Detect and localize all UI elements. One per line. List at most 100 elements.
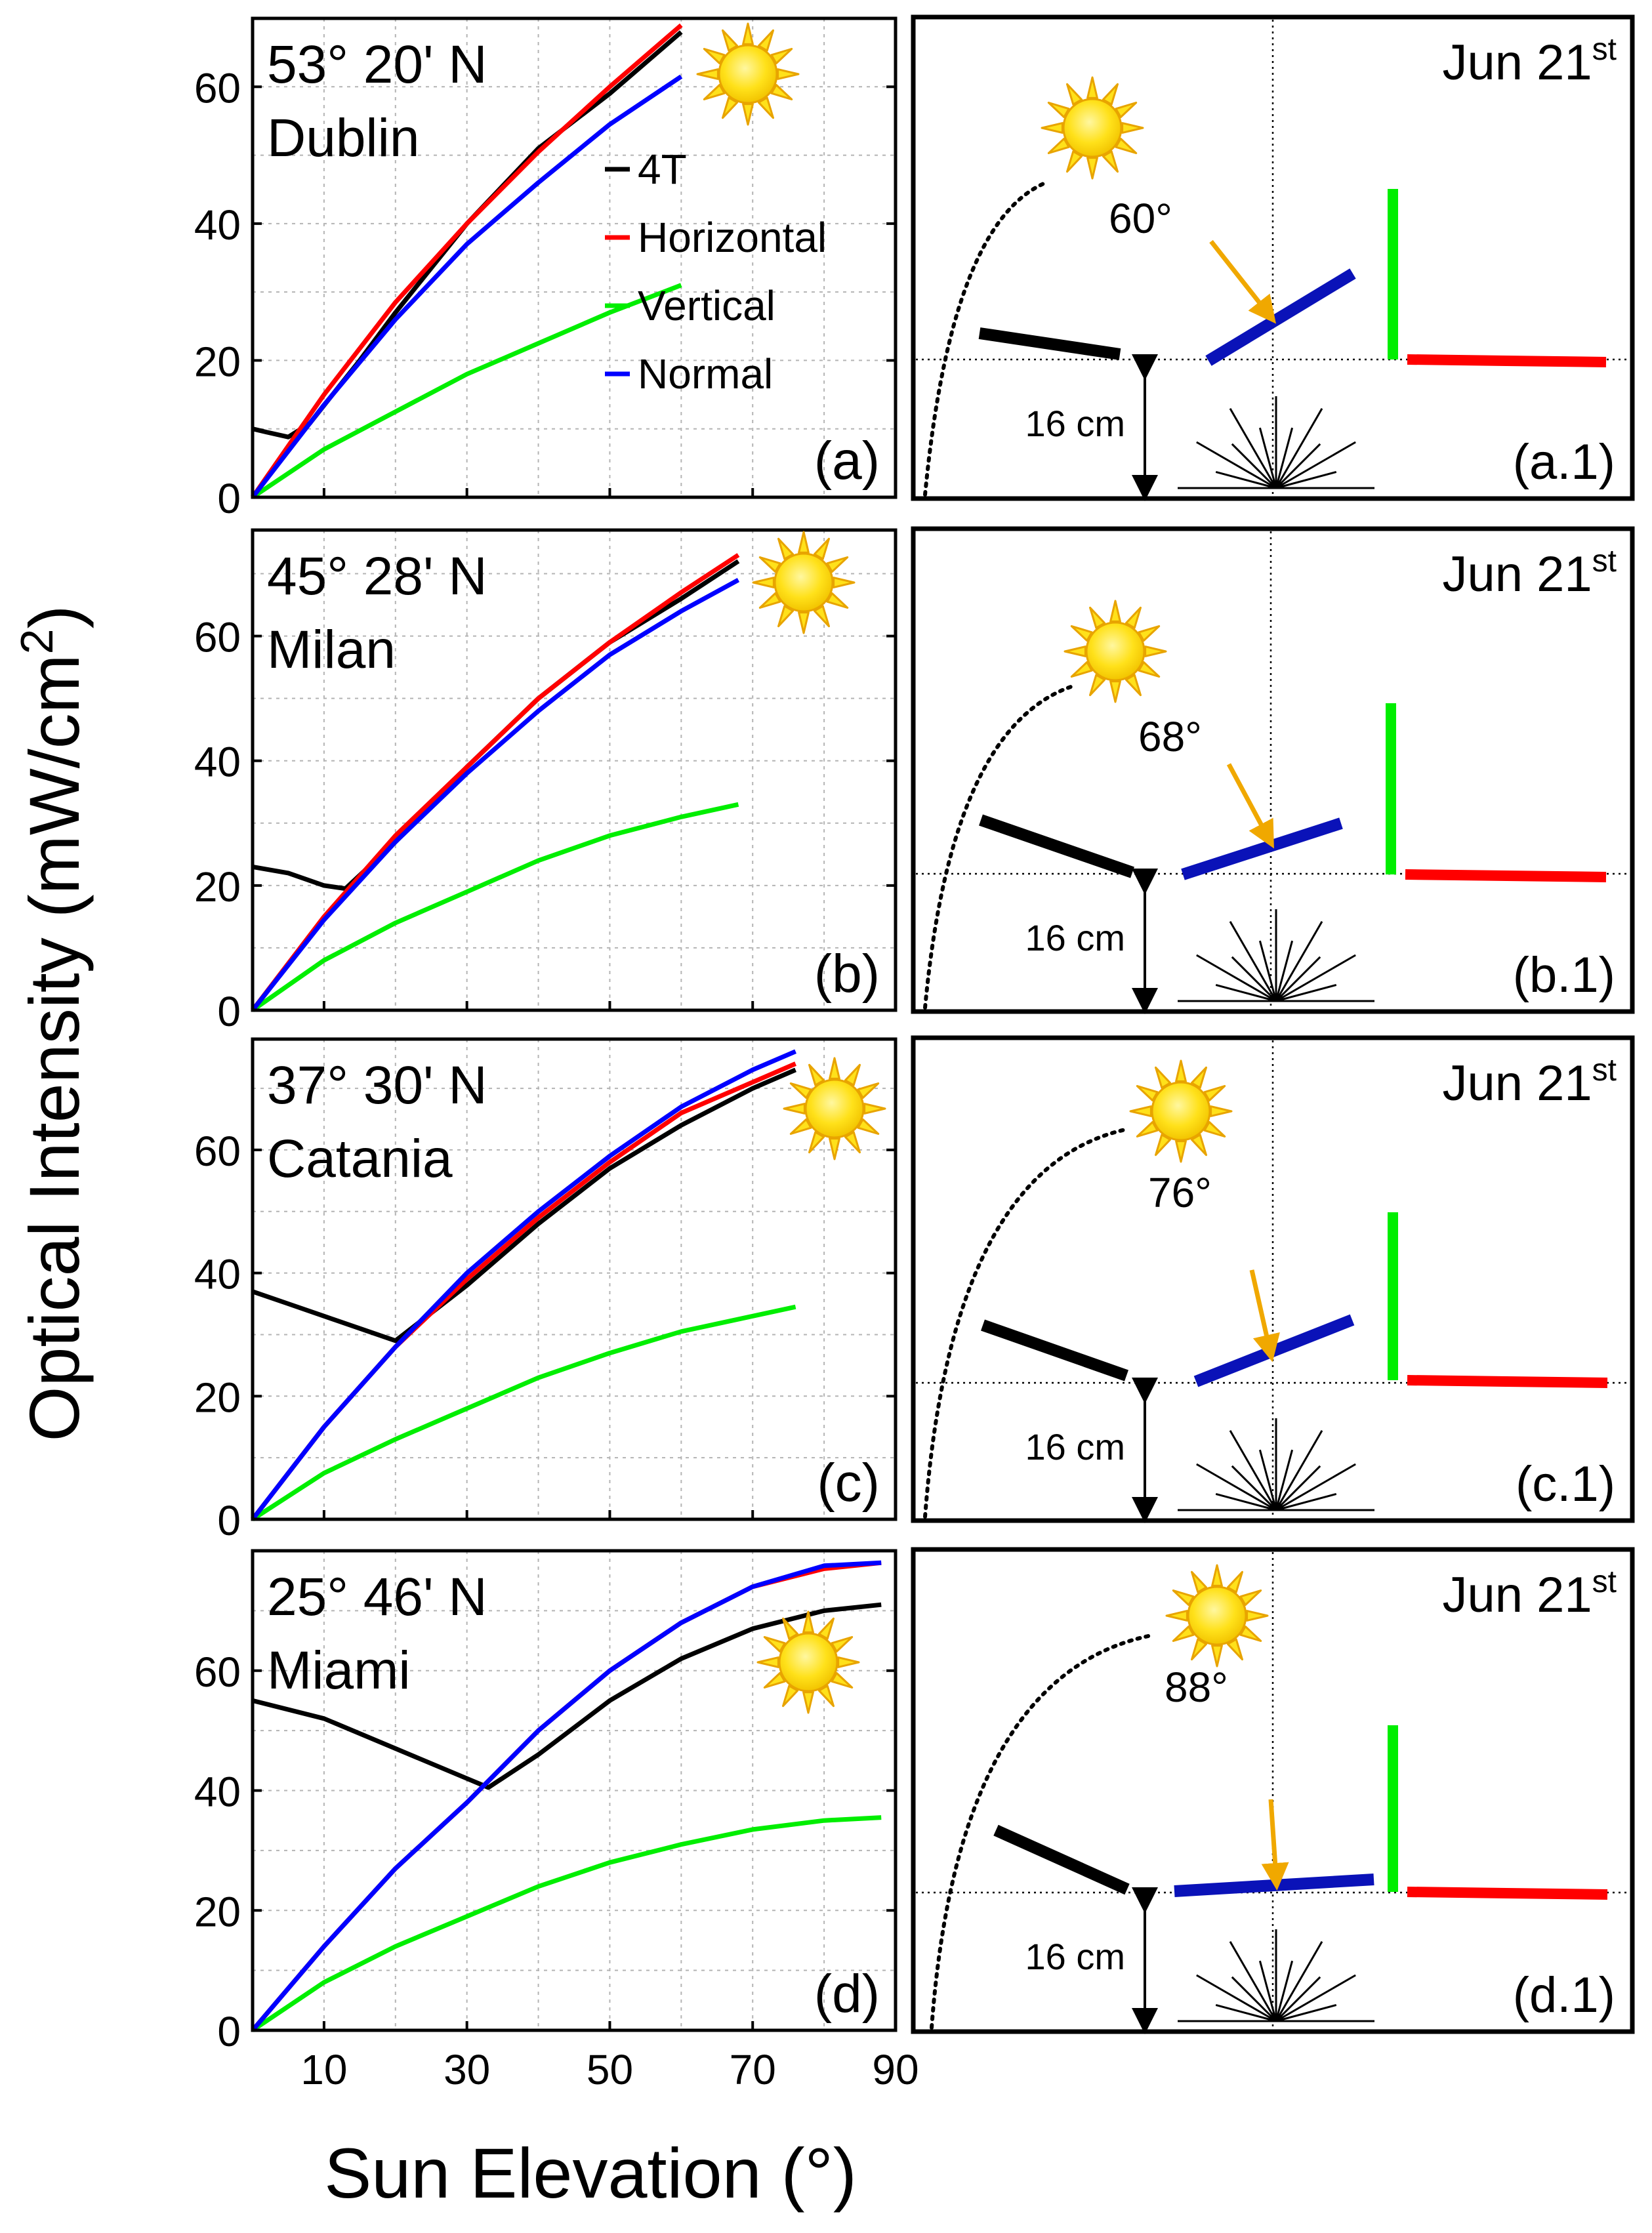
diagram-panel: 16 cm Jun 21st 76° (c.1) <box>911 1035 1635 1523</box>
sun-angle-label: 76° <box>1148 1169 1212 1216</box>
grid-lines <box>253 18 896 497</box>
y-tick-label: 0 <box>217 2008 241 2055</box>
y-tick-label: 60 <box>194 1649 241 1696</box>
city-label: Dublin <box>267 108 419 168</box>
sun-disc-icon <box>718 44 778 104</box>
height-label: 16 cm <box>1025 403 1126 444</box>
module-normal-bar <box>1205 268 1356 366</box>
legend-label: Normal <box>638 350 773 398</box>
diagram-label: (b.1) <box>1513 947 1615 1003</box>
y-axis-label-sup: 2 <box>11 628 62 654</box>
module-horizontal-bar <box>1407 354 1607 367</box>
diagram-panel: 16 cm Jun 21st 88° (d.1) <box>911 1547 1635 2034</box>
legend: 4T Horizontal Vertical Normal <box>605 146 827 398</box>
chart-panel: 0 20 40 60 25° 46' N Miami (d) <box>194 1549 898 2055</box>
sun-icon <box>1129 1059 1233 1163</box>
albedo-ray <box>1184 1929 1368 2022</box>
sun-ray-icon <box>1165 1564 1269 1668</box>
legend-label: Horizontal <box>638 214 827 261</box>
sun-angle-label: 88° <box>1165 1664 1228 1711</box>
date-suffix: st <box>1592 1565 1617 1599</box>
sun-angle-label: 60° <box>1109 195 1172 242</box>
sun-icon <box>1063 600 1167 703</box>
legend-label: 4T <box>638 146 687 193</box>
sun-icon <box>1165 1564 1269 1668</box>
x-tick-label: 30 <box>444 2046 490 2093</box>
series-line-horizontal <box>251 553 740 1012</box>
y-tick-label: 20 <box>194 1888 241 1935</box>
sun-ray-icon <box>1041 76 1144 180</box>
diagram-panel: 16 cm Jun 21st 68° (b.1) <box>911 526 1635 1014</box>
x-tick-label: 10 <box>300 2046 347 2093</box>
module-normal-bar <box>1174 1874 1374 1897</box>
sun-icon <box>752 531 856 634</box>
series-line-vertical <box>251 802 739 1012</box>
sun-disc-icon <box>774 552 834 613</box>
date-main: Jun 21 <box>1442 1567 1592 1623</box>
charts: 10 30 50 70 90 0 20 40 60 53° 20' N Dublin (a) 0 20 40… <box>194 16 919 2093</box>
plot-frame <box>251 16 898 499</box>
latitude-label: 53° 20' N <box>267 35 487 94</box>
date-main: Jun 21 <box>1442 1055 1592 1111</box>
x-tick-label: 90 <box>872 2046 919 2093</box>
sun-disc-icon <box>1085 621 1146 682</box>
module-horizontal-bar <box>1407 1375 1608 1388</box>
albedo-reflection-icon <box>1178 909 1374 1002</box>
series-line-horizontal <box>251 23 683 499</box>
y-tick-label: 60 <box>194 64 241 112</box>
date-label: Jun 21st <box>1442 32 1617 91</box>
y-tick-label: 40 <box>194 201 241 249</box>
series-line-normal <box>251 74 683 499</box>
sun-icon <box>756 1610 860 1714</box>
sun-path-arc <box>923 1128 1127 1519</box>
sun-disc-icon <box>1151 1081 1211 1141</box>
height-label: 16 cm <box>1025 1426 1126 1467</box>
module-4t-bar <box>981 1319 1128 1382</box>
series-line-4t <box>252 559 740 891</box>
y-tick-label: 60 <box>194 614 241 661</box>
y-tick-label: 0 <box>217 988 241 1035</box>
date-suffix: st <box>1592 1053 1617 1088</box>
y-tick-label: 40 <box>194 1769 241 1816</box>
sun-disc-icon <box>1187 1586 1247 1646</box>
y-tick-label: 20 <box>194 338 241 385</box>
y-axis-label-close: ) <box>14 605 94 628</box>
series-line-normal <box>251 578 740 1012</box>
incident-light-arrow <box>1261 1799 1289 1891</box>
height-label: 16 cm <box>1025 917 1126 958</box>
latitude-label: 25° 46' N <box>267 1567 487 1627</box>
plot-frame <box>251 1037 898 1521</box>
sun-ray-icon <box>1063 600 1167 703</box>
sun-ray-icon <box>752 531 856 634</box>
module-normal-bar <box>1181 817 1343 880</box>
diagram-frame <box>911 526 1635 1014</box>
y-axis-label: Optical Intensity (mW/cm2) <box>11 605 94 1441</box>
y-tick-label: 40 <box>194 1251 241 1298</box>
y-tick-label: 40 <box>194 739 241 786</box>
diagram-panel: 16 cm Jun 21st 60° (a.1) <box>911 14 1635 501</box>
diagram-label: (d.1) <box>1513 1967 1615 2023</box>
albedo-reflection-icon <box>1178 1418 1374 1511</box>
sun-icon <box>1041 76 1144 180</box>
plot-frame <box>251 528 898 1012</box>
date-label: Jun 21st <box>1442 1053 1617 1111</box>
module-4t-bar <box>979 814 1134 878</box>
diagram-label: (c.1) <box>1516 1456 1615 1512</box>
latitude-label: 45° 28' N <box>267 546 487 606</box>
x-tick-labels: 10 30 50 70 90 <box>300 2046 919 2093</box>
series-line-4t <box>252 1602 882 1790</box>
chart-panel: 0 20 40 60 53° 20' N Dublin (a) <box>194 16 898 522</box>
albedo-reflection-icon <box>1178 396 1374 489</box>
date-label: Jun 21st <box>1442 544 1617 602</box>
albedo-ray <box>1184 396 1368 489</box>
sun-ray-icon <box>696 22 800 126</box>
city-label: Milan <box>267 620 396 680</box>
panel-label: (d) <box>814 1964 880 2024</box>
panel-label: (c) <box>817 1453 880 1513</box>
module-4t-bar <box>993 1824 1130 1895</box>
x-tick-label: 50 <box>587 2046 633 2093</box>
diagram-frame <box>911 1035 1635 1523</box>
incident-light-arrow <box>1249 1269 1280 1362</box>
sun-angle-label: 68° <box>1138 713 1202 760</box>
